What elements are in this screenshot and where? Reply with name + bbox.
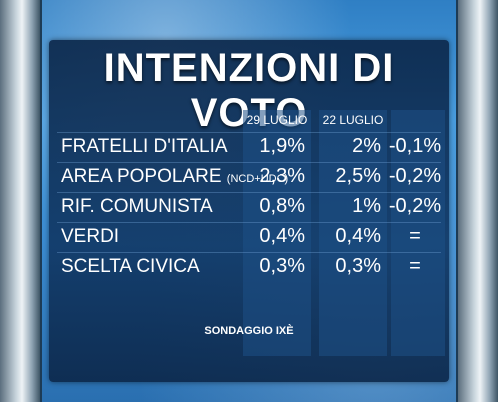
value-diff: -0,2%	[388, 195, 442, 217]
value-diff: -0,2%	[388, 165, 442, 187]
party-name: FRATELLI D'ITALIA	[61, 133, 228, 160]
value-diff: =	[409, 255, 421, 277]
column-bg-2	[319, 110, 387, 356]
value-22-luglio: 2%	[352, 135, 381, 157]
party-note: (NCD+UDC)	[226, 173, 289, 185]
value-22-luglio: 2,5%	[335, 165, 381, 187]
table-row: SCELTA CIVICA 0,3% 0,3% =	[57, 252, 441, 280]
table-row: VERDI 0,4% 0,4% =	[57, 222, 441, 250]
value-29-luglio: 0,8%	[259, 195, 305, 217]
value-22-luglio: 1%	[352, 195, 381, 217]
party-label: VERDI	[61, 226, 120, 247]
chrome-right-bar	[456, 0, 498, 402]
table-row: FRATELLI D'ITALIA 1,9% 2% -0,1%	[57, 132, 441, 160]
value-29-luglio: 0,4%	[259, 225, 305, 247]
party-name: VERDI	[61, 223, 119, 250]
party-name: RIF. COMUNISTA	[61, 193, 213, 220]
column-header-1: 29 LUGLIO	[246, 113, 308, 127]
value-22-luglio: 0,3%	[335, 255, 381, 277]
value-diff: =	[409, 225, 421, 247]
value-22-luglio: 0,4%	[335, 225, 381, 247]
column-header-2: 22 LUGLIO	[322, 113, 384, 127]
column-bg-3	[391, 110, 445, 356]
party-label: SCELTA CIVICA	[61, 256, 200, 277]
value-29-luglio: 2,3%	[259, 165, 305, 187]
party-name: AREA POPOLARE (NCD+UDC)	[61, 163, 288, 190]
party-label: RIF. COMUNISTA	[61, 196, 213, 217]
party-label: AREA POPOLARE	[61, 166, 227, 187]
party-name: SCELTA CIVICA	[61, 253, 200, 280]
chrome-left-bar	[0, 0, 42, 402]
column-bg-1	[243, 110, 311, 356]
value-29-luglio: 0,3%	[259, 255, 305, 277]
table-row: AREA POPOLARE (NCD+UDC) 2,3% 2,5% -0,2%	[57, 162, 441, 190]
poll-panel: INTENZIONI DI VOTO 29 LUGLIO 22 LUGLIO F…	[49, 40, 449, 382]
party-label: FRATELLI D'ITALIA	[61, 136, 228, 157]
value-diff: -0,1%	[388, 135, 442, 157]
value-29-luglio: 1,9%	[259, 135, 305, 157]
poll-source: SONDAGGIO IXÈ	[204, 325, 294, 337]
table-row: RIF. COMUNISTA 0,8% 1% -0,2%	[57, 192, 441, 220]
